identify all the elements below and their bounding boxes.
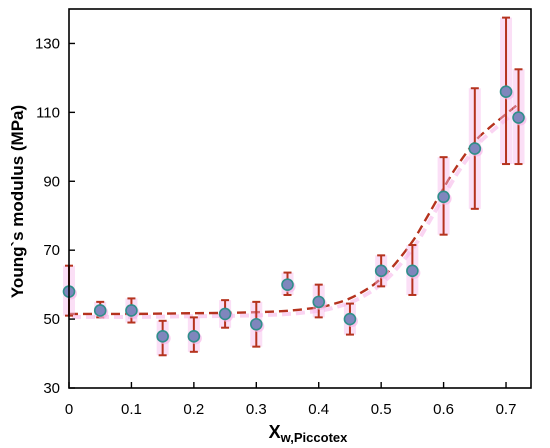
x-tick-label: 0.1 (121, 401, 142, 418)
x-tick-label: 0.4 (308, 401, 329, 418)
data-point (187, 330, 201, 343)
data-point (499, 85, 513, 98)
data-point (343, 312, 357, 326)
y-tick-label: 110 (36, 104, 60, 121)
data-point (125, 304, 138, 317)
x-tick-label: 0.7 (496, 401, 517, 418)
y-tick-label: 90 (43, 173, 60, 190)
data-point (437, 190, 450, 204)
y-tick-label: 50 (43, 311, 60, 328)
data-point (249, 317, 263, 331)
data-points-layer (62, 85, 527, 345)
x-tick-label: 0 (65, 401, 73, 418)
data-point (406, 264, 419, 278)
data-point (468, 142, 482, 155)
y-tick-label: 30 (43, 380, 60, 397)
x-tick-label: 0.3 (246, 401, 267, 418)
fit-curve-layer (68, 102, 523, 319)
x-axis-title-main: X (269, 422, 281, 442)
y-axis-title: Young`s modulus (MPa) (8, 105, 27, 298)
x-tick-label: 0.6 (433, 401, 454, 418)
data-point (512, 111, 525, 124)
data-point (281, 278, 294, 291)
fit-curve-shadow (71, 105, 523, 319)
y-tick-label: 70 (43, 242, 60, 259)
data-point (156, 330, 169, 343)
x-axis-ticks: 0 0.1 0.2 0.3 0.4 0.5 0.6 0.7 (65, 382, 517, 418)
x-axis-title-subscript: w,Piccotex (280, 430, 348, 445)
data-point (93, 304, 107, 317)
y-tick-label: 130 (35, 35, 60, 52)
y-axis-ticks: 30 50 70 90 110 130 (35, 35, 75, 397)
x-tick-label: 0.2 (183, 401, 204, 418)
data-point (312, 295, 326, 309)
data-point (218, 307, 232, 321)
x-axis-title: Xw,Piccotex (269, 422, 348, 445)
data-point (374, 264, 388, 278)
x-tick-label: 0.5 (371, 401, 392, 418)
plot-area-frame (68, 8, 532, 389)
fit-curve-line (68, 102, 520, 316)
